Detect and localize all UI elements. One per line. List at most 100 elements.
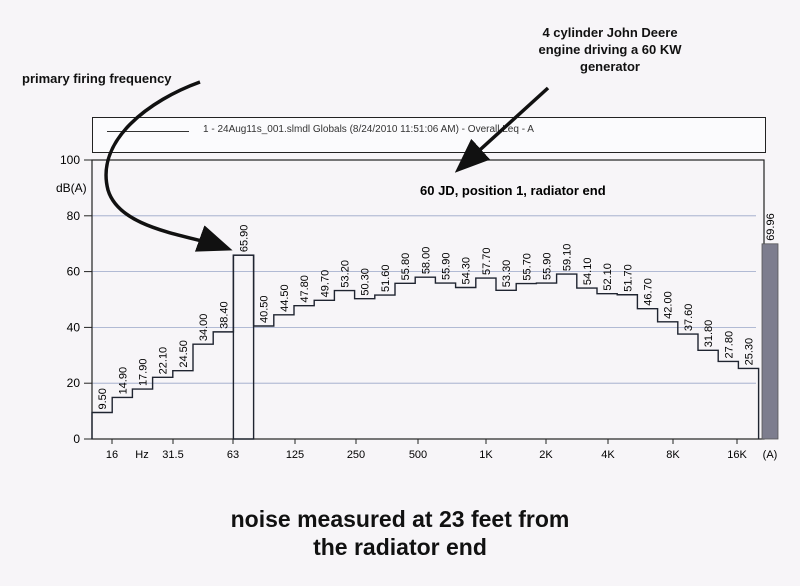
band-bar [213, 332, 233, 439]
band-bar [698, 350, 718, 439]
value-label: 52.10 [602, 263, 614, 291]
value-label: 17.90 [138, 359, 150, 387]
x-tick-label: 250 [347, 449, 365, 461]
value-label: 54.30 [461, 257, 473, 285]
value-label: 37.60 [683, 304, 695, 332]
band-bar [112, 397, 132, 439]
value-label: 57.70 [481, 247, 493, 275]
band-bar [132, 389, 152, 439]
band-bar [334, 291, 354, 439]
band-bar [516, 284, 536, 439]
band-bar [375, 295, 395, 439]
band-bar [314, 300, 334, 439]
value-label: 51.70 [622, 264, 634, 292]
band-bar [355, 299, 375, 439]
x-tick-labels: 16 Hz 31.5 63 125 250 500 1K 2K 4K 8K 16K (A) [106, 439, 777, 461]
value-label: 44.50 [279, 284, 291, 312]
band-bar [658, 322, 678, 439]
band-bar [274, 315, 294, 439]
primary-firing-annotation: primary firing frequency [22, 71, 172, 86]
band-bar [637, 309, 657, 439]
band-bar [395, 283, 415, 439]
band-bar [678, 334, 698, 439]
value-label: 53.20 [340, 260, 352, 288]
band-bar [435, 283, 455, 439]
engine-annotation-line1: 4 cylinder John Deere [542, 25, 678, 40]
x-tick-label: 1K [479, 449, 493, 461]
value-label: 34.00 [198, 314, 210, 342]
overall-value-label: 69.96 [765, 213, 777, 241]
band-bar [173, 371, 193, 439]
value-label: 38.40 [218, 301, 230, 329]
band-bar [254, 326, 274, 439]
value-label: 58.00 [420, 247, 432, 275]
band-bar [496, 290, 516, 439]
chart-title: 60 JD, position 1, radiator end [420, 183, 606, 198]
value-label: 59.10 [562, 244, 574, 272]
y-tick-label: 40 [67, 320, 81, 334]
engine-annotation: 4 cylinder John Deere engine driving a 6… [500, 24, 720, 75]
value-label: 50.30 [360, 268, 372, 296]
value-label: 55.90 [542, 253, 554, 281]
band-bar [294, 306, 314, 439]
caption-line2: the radiator end [313, 534, 487, 560]
x-tick-label: 500 [409, 449, 427, 461]
peak-band-bar [232, 254, 255, 440]
x-tick-label: 63 [227, 449, 239, 461]
value-label: 31.80 [703, 320, 715, 348]
band-bar [476, 278, 496, 439]
value-label: 51.60 [380, 265, 392, 293]
legend-text: 1 - 24Aug11s_001.slmdl Globals (8/24/201… [203, 124, 534, 135]
band-bar [577, 288, 597, 439]
caption: noise measured at 23 feet from the radia… [0, 505, 800, 561]
x-tick-label: (A) [763, 449, 778, 461]
chart-legend: 1 - 24Aug11s_001.slmdl Globals (8/24/201… [92, 117, 766, 153]
value-label: 55.80 [400, 253, 412, 281]
value-label: 47.80 [299, 275, 311, 303]
x-tick-label: 2K [539, 449, 553, 461]
band-bar [718, 361, 738, 439]
band-bar [738, 368, 758, 439]
band-bar [153, 377, 173, 439]
y-tick-label: 60 [67, 265, 81, 279]
engine-annotation-line3: generator [580, 59, 640, 74]
value-label: 53.30 [501, 260, 513, 288]
value-label: 42.00 [663, 291, 675, 319]
engine-arrow [454, 86, 550, 173]
caption-line1: noise measured at 23 feet from [230, 506, 570, 532]
y-tick-label: 100 [60, 153, 80, 167]
band-bar [456, 288, 476, 439]
x-tick-label: 31.5 [162, 449, 183, 461]
y-axis-label: dB(A) [56, 181, 87, 195]
band-bar [536, 283, 556, 439]
value-label: 27.80 [723, 331, 735, 359]
overall-bar [761, 243, 779, 440]
band-bar [92, 412, 112, 439]
value-labels: 9.50 14.90 17.90 22.10 24.50 34.00 38.40 65.90 4… [97, 225, 755, 410]
band-bar [415, 277, 435, 439]
x-tick-label: 4K [601, 449, 615, 461]
level-trace [91, 254, 760, 439]
band-bar [597, 294, 617, 439]
band-bar [193, 344, 213, 439]
band-bar [557, 274, 577, 439]
value-label: 65.90 [238, 225, 250, 253]
band-bar [233, 255, 253, 439]
gridlines [92, 215, 756, 384]
y-tick-label: 80 [67, 209, 81, 223]
value-label: 22.10 [158, 347, 170, 375]
value-label: 25.30 [744, 338, 756, 366]
y-tick-label: 20 [67, 376, 81, 390]
value-label: 14.90 [117, 367, 129, 395]
value-label: 24.50 [178, 340, 190, 368]
value-label: 54.10 [582, 258, 594, 286]
value-label: 46.70 [643, 278, 655, 306]
x-tick-label: 125 [286, 449, 304, 461]
x-tick-label: Hz [135, 449, 148, 461]
x-tick-label: 16 [106, 449, 118, 461]
value-label: 49.70 [319, 270, 331, 298]
x-tick-label: 8K [666, 449, 680, 461]
value-label: 55.90 [441, 253, 453, 281]
value-label: 55.70 [521, 253, 533, 281]
overall-level: 69.96 [761, 213, 779, 440]
